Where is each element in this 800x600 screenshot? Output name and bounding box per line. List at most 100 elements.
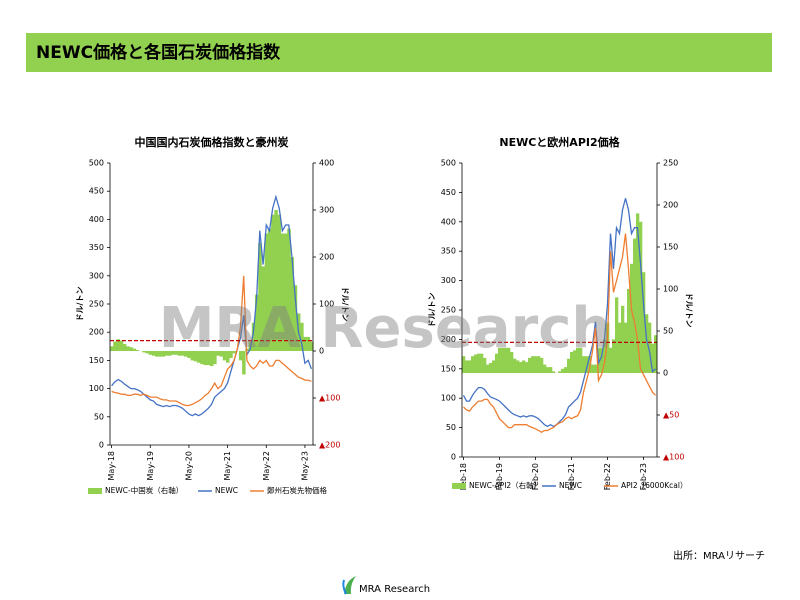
bar (168, 351, 172, 356)
watermark: MRA Research (159, 296, 612, 361)
bar (148, 351, 153, 355)
x-tick-label: Feb-23 (639, 463, 648, 490)
bar (492, 360, 496, 373)
bar (200, 351, 204, 365)
bar (177, 351, 182, 356)
bar (242, 351, 246, 375)
y2-tick-label: 100 (319, 300, 334, 309)
y2-tick-label: 50 (663, 327, 673, 336)
bar (489, 362, 493, 373)
bar (528, 357, 532, 373)
logo-icon (342, 576, 356, 595)
bar (267, 228, 272, 351)
bar (516, 360, 520, 373)
y-tick-label: 150 (89, 356, 104, 365)
y2-tick-label: 250 (663, 159, 678, 168)
bar (471, 356, 475, 373)
y-tick-label: 150 (441, 364, 456, 373)
y-tick-label: 300 (441, 276, 456, 285)
bar (636, 213, 640, 373)
bar (277, 214, 282, 351)
bar (261, 266, 265, 351)
y2-tick-label: 150 (663, 243, 678, 252)
bar (594, 364, 598, 373)
legend-label: NEWC (215, 486, 238, 495)
bar (193, 351, 198, 362)
bar (612, 339, 616, 373)
bar (222, 351, 227, 361)
bar (465, 360, 469, 373)
y-tick-label: 200 (89, 328, 104, 337)
bar (180, 351, 185, 356)
bar (468, 360, 472, 373)
legend-label: NEWC-中国炭（右軸） (105, 485, 183, 495)
y-tick-label: 100 (89, 384, 104, 393)
x-tick-label: Feb-22 (603, 463, 612, 490)
line (463, 233, 656, 434)
bar (293, 285, 298, 351)
bar (498, 347, 502, 373)
bar (238, 351, 243, 361)
legend-swatch (88, 488, 102, 494)
y2-tick-label: 200 (319, 253, 334, 262)
bar (606, 322, 610, 373)
bar (119, 340, 124, 351)
bar (552, 371, 556, 373)
bar (531, 356, 535, 373)
bar (274, 210, 278, 351)
bar (306, 336, 311, 351)
y2-tick-label: 100 (663, 285, 678, 294)
bar (232, 351, 236, 354)
bar (603, 339, 607, 373)
bar (190, 351, 195, 361)
bar (615, 297, 619, 373)
legend-swatch (452, 483, 466, 489)
y2-axis-label: ドル/トン (341, 287, 350, 322)
y-tick-label: 400 (89, 215, 104, 224)
bar (135, 350, 140, 351)
bar (110, 346, 114, 351)
chart-title: 中国国内石炭価格指数と豪州炭 (135, 135, 289, 149)
bar (303, 336, 307, 351)
y2-tick-label: ▲100 (663, 453, 684, 462)
y-tick-label: 200 (441, 335, 456, 344)
bar (579, 347, 583, 373)
bar (558, 371, 562, 373)
bar (543, 364, 547, 373)
bar (129, 347, 133, 351)
bar (213, 351, 217, 365)
bar (142, 351, 146, 353)
bar (642, 272, 646, 373)
y-tick-label: 250 (441, 306, 456, 315)
y-tick-label: 250 (89, 300, 104, 309)
bar (564, 367, 568, 373)
line (111, 275, 312, 407)
bar (600, 347, 604, 373)
y-tick-label: 100 (441, 394, 456, 403)
bar (258, 242, 262, 351)
bar (122, 343, 127, 351)
x-tick-label: May-21 (223, 451, 232, 480)
y2-tick-label: ▲200 (319, 441, 340, 450)
bar (567, 358, 571, 373)
bar (546, 367, 550, 373)
bar (486, 364, 490, 373)
bar (284, 233, 288, 351)
y-tick-label: 400 (441, 217, 456, 226)
page-title: NEWC価格と各国石炭価格指数 (36, 42, 281, 63)
y-axis-label: ドル/トン (428, 293, 437, 328)
bar (501, 347, 505, 373)
y2-tick-label: ▲50 (663, 411, 679, 420)
bar (226, 351, 230, 363)
bar (203, 351, 207, 366)
bar (648, 322, 652, 373)
legend-label: NEWC-API2（右軸） (469, 480, 541, 490)
bar (513, 358, 517, 373)
bar (255, 294, 259, 351)
y2-axis-label: ドル/トン (685, 293, 694, 328)
bar (633, 238, 637, 373)
bar (171, 351, 175, 355)
bar (504, 347, 508, 373)
